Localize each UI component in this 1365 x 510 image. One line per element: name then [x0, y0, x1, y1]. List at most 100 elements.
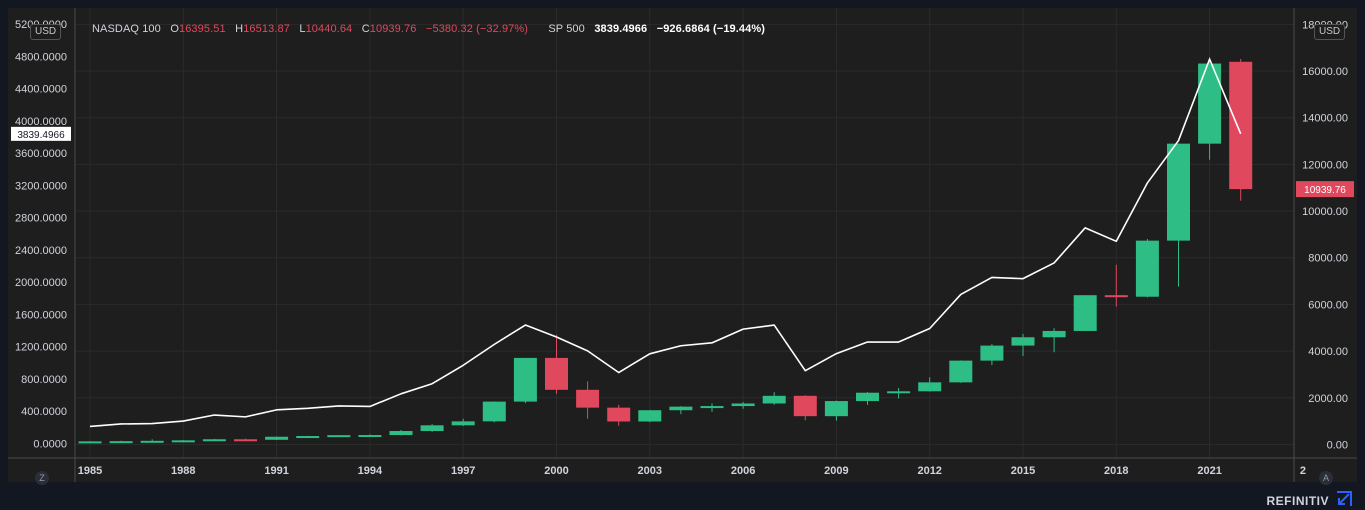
- left-tick-label: 1200.0000: [15, 342, 67, 354]
- right-tick-label: 2000.00: [1308, 393, 1348, 405]
- candle-body: [731, 403, 755, 407]
- x-tick-label: 1997: [451, 465, 475, 477]
- left-tick-label: 2400.0000: [15, 245, 67, 257]
- candle-body: [1229, 61, 1253, 190]
- candle-body: [700, 406, 724, 409]
- left-tick-label: 4000.0000: [15, 116, 67, 128]
- x-tick-label: 2015: [1011, 465, 1035, 477]
- zoom-reset-button[interactable]: Z: [35, 471, 49, 485]
- candle-body: [265, 436, 289, 440]
- x-tick-label: 2003: [638, 465, 662, 477]
- candle-body: [1135, 240, 1159, 297]
- candle-body: [1011, 337, 1035, 346]
- right-tick-label: 14000.00: [1302, 113, 1348, 125]
- sp500-last-price-text: 3839.4966: [17, 130, 65, 141]
- candle-body: [78, 441, 102, 444]
- axis-labels: 0.0000 400.0000 800.0000 1200.0000 1600.0000…: [15, 19, 1348, 477]
- candle-body: [1198, 63, 1222, 144]
- candle-body: [1042, 330, 1066, 338]
- candle-body: [389, 431, 413, 436]
- x-tick-label: 1991: [264, 465, 288, 477]
- candle-body: [327, 435, 351, 438]
- chart-frame[interactable]: 0.0000 400.0000 800.0000 1200.0000 1600.0000…: [8, 8, 1357, 485]
- left-tick-label: 1600.0000: [15, 309, 67, 321]
- left-tick-label: 4400.0000: [15, 84, 67, 96]
- candle-body: [109, 441, 133, 444]
- candle-body: [638, 410, 662, 422]
- x-tick-label: 2009: [824, 465, 848, 477]
- candle-body: [513, 357, 537, 402]
- legend-overlay-symbol: SP 500: [548, 23, 585, 35]
- legend: NASDAQ 100 O16395.51 H16513.87 L10440.64…: [92, 23, 765, 35]
- candle-body: [607, 407, 631, 422]
- legend-overlay-change: −926.6864 (−19.44%): [656, 23, 766, 35]
- right-tick-label: 12000.00: [1302, 159, 1348, 171]
- chart-plot[interactable]: 0.0000 400.0000 800.0000 1200.0000 1600.0000…: [8, 8, 1357, 482]
- candle-body: [980, 345, 1004, 361]
- left-tick-label: 2000.0000: [15, 277, 67, 289]
- candle-body: [762, 395, 786, 404]
- legend-high-label: H: [235, 23, 244, 35]
- legend-open: 16395.51: [179, 23, 226, 35]
- candle-body: [887, 391, 911, 394]
- legend-high: 16513.87: [243, 23, 290, 35]
- candle-body: [358, 435, 382, 438]
- candle-body: [576, 389, 600, 408]
- x-tick-label: 2021: [1197, 465, 1221, 477]
- candle-body: [1104, 295, 1128, 298]
- candle-body: [451, 421, 475, 426]
- left-tick-label: 800.0000: [21, 374, 67, 386]
- left-tick-label: 3600.0000: [15, 148, 67, 160]
- grid: [75, 8, 1294, 458]
- auto-scale-button[interactable]: A: [1319, 471, 1333, 485]
- right-currency-badge[interactable]: USD: [1314, 24, 1346, 40]
- candle-body: [856, 392, 879, 402]
- price-tags: 3839.4966 10939.76: [11, 126, 1354, 198]
- legend-low-label: L: [299, 23, 306, 35]
- nasdaq-close-price-text: 10939.76: [1304, 185, 1346, 196]
- x-tick-label: 2000: [544, 465, 568, 477]
- sp500-last-price-tag: [11, 126, 71, 141]
- sp500-line: [89, 58, 1242, 428]
- candle-body: [234, 439, 257, 442]
- legend-close-label: C: [361, 23, 370, 35]
- nasdaq-candles: [78, 57, 1253, 444]
- candle-body: [202, 439, 226, 442]
- right-tick-label: 6000.00: [1308, 299, 1348, 311]
- left-tick-label: 3200.0000: [15, 180, 67, 192]
- candle-body: [482, 401, 506, 422]
- sp500-series-line: [89, 58, 1242, 428]
- candle-body: [545, 357, 568, 390]
- candle-body: [824, 401, 848, 417]
- refinitiv-logo-icon: [1337, 491, 1352, 506]
- x-tick-label: 2012: [917, 465, 941, 477]
- axes: [8, 8, 1357, 482]
- x-tick-label: 2: [1300, 465, 1306, 477]
- x-tick-label: 1988: [171, 465, 195, 477]
- candle-body: [669, 406, 693, 411]
- x-tick-label: 2018: [1104, 465, 1128, 477]
- legend-symbol: NASDAQ 100: [92, 23, 161, 35]
- x-tick-label: 2006: [731, 465, 755, 477]
- legend-low: 10440.64: [305, 23, 353, 35]
- brand-logo-text: REFINITIV: [1266, 494, 1329, 508]
- candle-body: [918, 382, 942, 392]
- legend-open-label: O: [170, 23, 179, 35]
- legend-close: 10939.76: [369, 23, 417, 35]
- left-tick-label: 0.0000: [33, 438, 67, 450]
- candle-body: [140, 440, 164, 443]
- nasdaq-close-price-tag: [1296, 181, 1354, 198]
- candle-body: [793, 395, 817, 417]
- left-currency-badge[interactable]: USD: [30, 24, 62, 40]
- x-tick-label: 1994: [358, 465, 383, 477]
- right-tick-label: 0.00: [1327, 439, 1348, 451]
- candle-body: [171, 440, 195, 443]
- legend-overlay-value: 3839.4966: [594, 23, 648, 35]
- left-tick-label: 4800.0000: [15, 51, 67, 63]
- legend-change: −5380.32 (−32.97%): [425, 23, 529, 35]
- x-tick-label: 1985: [78, 465, 102, 477]
- candle-body: [296, 436, 320, 439]
- candle-body: [1167, 143, 1190, 241]
- left-tick-label: 2800.0000: [15, 213, 67, 225]
- right-tick-label: 8000.00: [1308, 253, 1348, 265]
